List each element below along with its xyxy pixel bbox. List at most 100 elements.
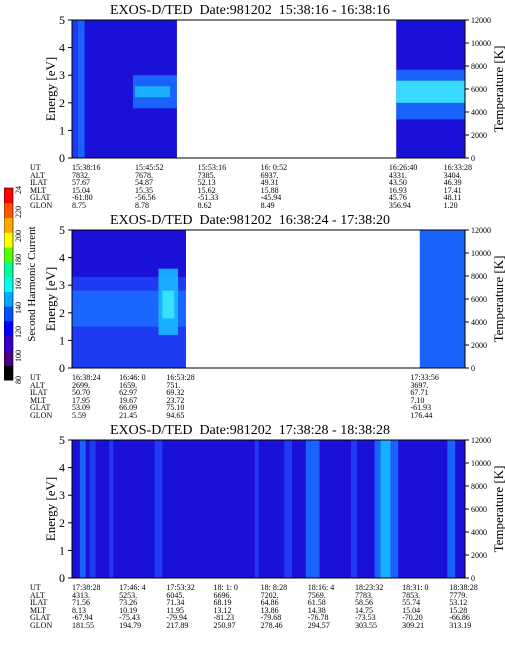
orbit-cell: 5.59 xyxy=(72,410,86,420)
y-right-tick-label: 4000 xyxy=(471,108,487,117)
colorbar-tick-label: 220 xyxy=(14,206,23,218)
y-left-tick-label: 5 xyxy=(59,223,65,237)
orbit-cell: -79.68 xyxy=(260,613,282,623)
orbit-cell: 10.19 xyxy=(119,605,138,615)
orbit-cell: -73.53 xyxy=(354,613,376,623)
orbit-cell: 18:31: 0 xyxy=(402,583,429,592)
orbit-cell: 278.46 xyxy=(260,620,283,630)
panel-title: EXOS-D/TED Date:981202 17:38:28 - 18:38:… xyxy=(110,423,480,439)
orbit-row-glat: GLAT -67.94 -75.43 -79.94 -81.23 -79.68 -76.78… xyxy=(30,614,505,622)
orbit-cell: 61.58 xyxy=(307,598,326,608)
orbit-cell: 5253. xyxy=(119,590,138,600)
orbit-cell: 1.20 xyxy=(443,200,458,210)
orbit-cell: 7832. xyxy=(72,170,90,180)
panel-title: EXOS-D/TED Date:981202 15:38:16 - 16:38:… xyxy=(110,3,480,19)
orbit-row-ut: UT 15:38:16 15:45:52 15:53:16 16: 0:52 16:26:… xyxy=(30,164,505,172)
y-left-tick-label: 3 xyxy=(59,68,65,82)
data-gap xyxy=(185,230,420,368)
spectrogram-band xyxy=(162,290,175,319)
y-left-tick-label: 3 xyxy=(59,488,65,502)
orbit-row-label: ALT xyxy=(30,590,45,600)
orbit-row-mlt: MLT 8.13 10.19 11.95 13.12 13.86 14.38 14.75 15.… xyxy=(30,605,505,615)
orbit-cell: 66.09 xyxy=(119,403,138,413)
colorbar-tick-label: 180 xyxy=(14,254,23,266)
orbit-cell: 7385. xyxy=(197,170,216,180)
orbit-cell: 43.50 xyxy=(388,178,407,188)
y-right-tick-label: 12000 xyxy=(471,16,491,25)
orbit-cell: 52.13 xyxy=(197,178,216,188)
orbit-row-glon: GLON 5.59 21.45 94.65 176.44 xyxy=(30,412,505,420)
orbit-cell: -51.33 xyxy=(197,193,219,203)
spectrogram-chart: 0 1 2 3 4 5 0 2000 4000 6000 8000 10000 12000 Energy … xyxy=(43,433,505,585)
orbit-info-table: UT 17:38:28 17:46: 4 17:53:32 18: 1: 0 18: 8:… xyxy=(30,584,505,630)
orbit-row-label: UT xyxy=(30,373,41,382)
y-left-tick-label: 4 xyxy=(59,251,65,265)
orbit-cell: -75.43 xyxy=(119,613,140,623)
orbit-cell: 49.31 xyxy=(260,178,279,188)
spectrogram-band xyxy=(154,440,163,578)
orbit-row-label: ILAT xyxy=(30,598,48,608)
y-right-tick-label: 0 xyxy=(471,574,475,583)
orbit-cell: 71.34 xyxy=(166,598,185,608)
orbit-row-ut: UT 17:38:28 17:46: 4 17:53:32 18: 1: 0 18: 8:… xyxy=(30,584,505,592)
orbit-cell: 4331. xyxy=(388,170,407,180)
colorbar-tick-label: 200 xyxy=(14,230,23,242)
orbit-cell: 17.41 xyxy=(443,185,462,195)
panel-title-instrument: EXOS-D/TED xyxy=(110,3,193,18)
orbit-cell: 21.45 xyxy=(119,410,138,420)
orbit-cell: 16.93 xyxy=(388,185,407,195)
orbit-cell: 16:53:28 xyxy=(166,373,195,382)
orbit-cell: -56.56 xyxy=(135,193,156,203)
orbit-cell: 8.62 xyxy=(197,200,212,210)
y-axis-label-temperature: Temperature [K] xyxy=(491,256,505,343)
orbit-cell: 313.19 xyxy=(449,620,472,630)
y-left-tick-label: 2 xyxy=(59,96,65,110)
y-right-tick-label: 10000 xyxy=(471,249,491,258)
y-right-tick-label: 2000 xyxy=(471,551,487,560)
y-left-tick-label: 4 xyxy=(59,41,65,55)
orbit-cell: 55.74 xyxy=(402,598,421,608)
orbit-cell: 57.67 xyxy=(72,178,90,188)
orbit-cell: 17:38:28 xyxy=(72,583,101,592)
orbit-row-glon: GLON 181.55 194.79 217.89 250.97 278.46 294.57… xyxy=(30,622,505,630)
y-left-tick-label: 2 xyxy=(59,516,65,530)
orbit-cell: 71.56 xyxy=(72,598,90,608)
spectrogram-band xyxy=(109,440,114,578)
orbit-row-mlt: MLT 17.95 19.67 23.72 7.10 xyxy=(30,395,505,405)
panel-title-date: Date:981202 xyxy=(199,213,272,228)
orbit-cell: 309.21 xyxy=(402,620,425,630)
y-axis-label-temperature: Temperature [K] xyxy=(491,466,505,553)
spectrogram-band xyxy=(79,440,86,578)
colorbar-tick-label: 80 xyxy=(14,376,23,384)
y-axis-label-energy: Energy [eV] xyxy=(43,267,58,331)
colorbar-swatch xyxy=(4,202,13,219)
orbit-cell: 23.72 xyxy=(166,395,185,405)
y-right-tick-label: 10000 xyxy=(471,459,491,468)
orbit-cell: 2699. xyxy=(72,380,90,390)
orbit-row-label: UT xyxy=(30,163,41,172)
orbit-cell: 16: 0:52 xyxy=(260,163,288,172)
y-left-tick-label: 1 xyxy=(59,333,65,347)
orbit-cell: 6045. xyxy=(166,590,185,600)
orbit-cell: 46.39 xyxy=(443,178,462,188)
orbit-row-label: ALT xyxy=(30,380,45,390)
panel-title-date: Date:981202 xyxy=(199,3,272,18)
orbit-cell: 62.97 xyxy=(119,388,138,398)
orbit-cell: 94.65 xyxy=(166,410,185,420)
spectrogram-chart: 0 1 2 3 4 5 0 2000 4000 6000 8000 10000 12000 Energy … xyxy=(43,13,505,165)
orbit-row-label: UT xyxy=(30,583,41,592)
orbit-cell: 45.76 xyxy=(388,193,407,203)
orbit-cell: 6696. xyxy=(213,590,232,600)
spectrogram-panel-2: EXOS-D/TED Date:981202 16:38:24 - 17:38:… xyxy=(0,210,505,425)
panel-title-range: 17:38:28 - 18:38:28 xyxy=(278,423,390,438)
orbit-cell: 75.10 xyxy=(166,403,185,413)
orbit-cell: 17:33:56 xyxy=(410,373,439,382)
orbit-cell: 11.95 xyxy=(166,605,185,615)
orbit-cell: 7779. xyxy=(449,590,468,600)
colorbar-swatch xyxy=(4,365,13,381)
y-axis-label-temperature: Temperature [K] xyxy=(491,46,505,133)
orbit-cell: 15.04 xyxy=(402,605,421,615)
orbit-row-glat: GLAT -61.80 -56.56 -51.33 -45.94 45.76 48.11 xyxy=(30,194,505,202)
orbit-row-label: ILAT xyxy=(30,178,48,188)
orbit-cell: 14.38 xyxy=(307,605,326,615)
